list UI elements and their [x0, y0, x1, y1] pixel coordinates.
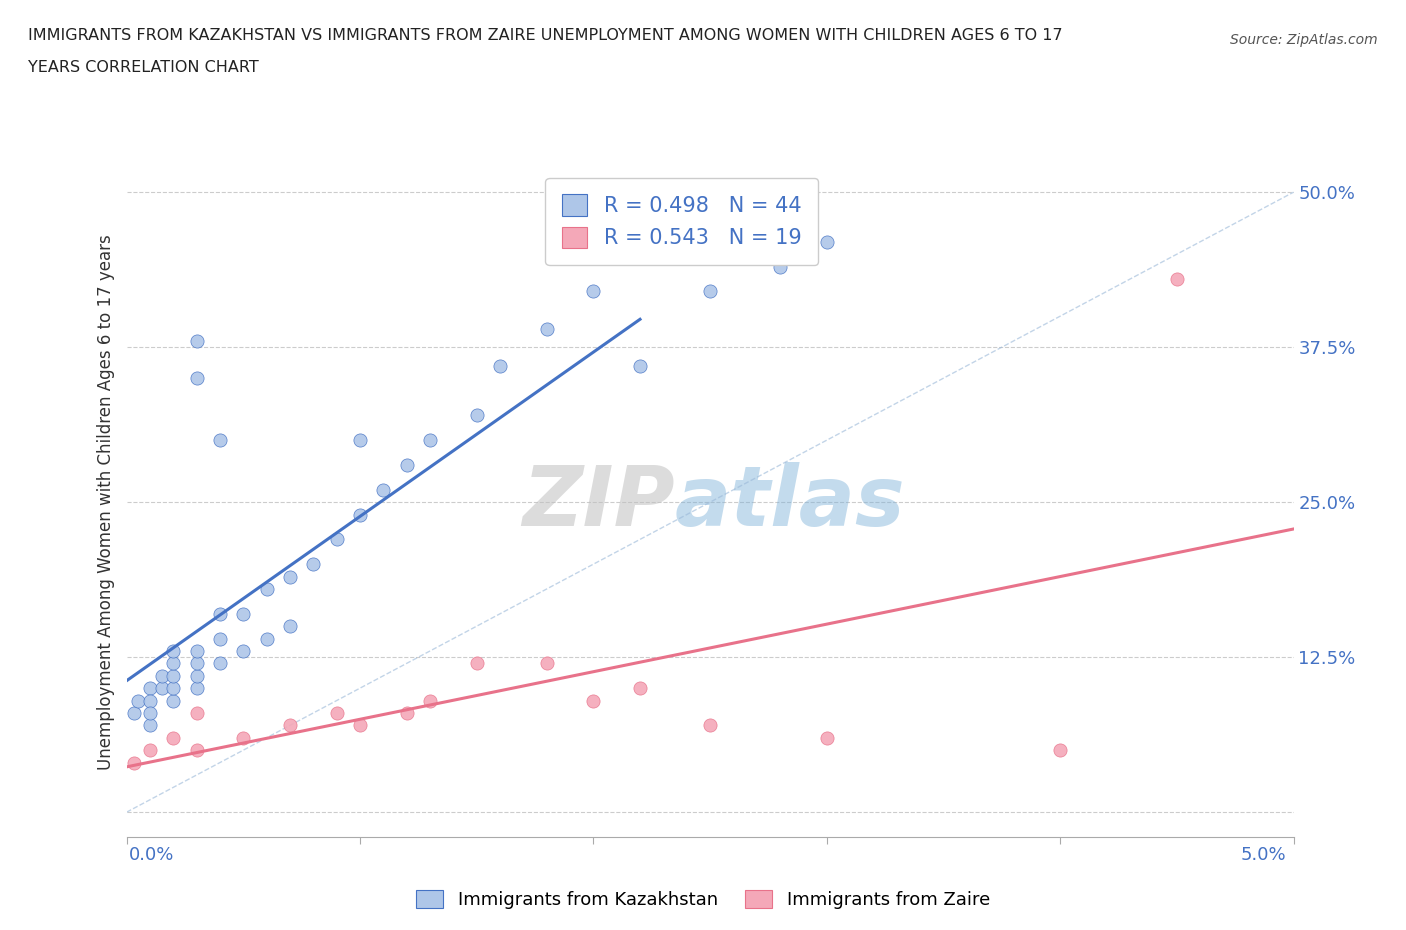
Point	[162, 644, 184, 658]
Point	[628, 358, 651, 373]
Point	[278, 618, 301, 633]
Point	[186, 656, 208, 671]
Point	[186, 334, 208, 349]
Point	[162, 656, 184, 671]
Point	[162, 669, 184, 684]
Text: IMMIGRANTS FROM KAZAKHSTAN VS IMMIGRANTS FROM ZAIRE UNEMPLOYMENT AMONG WOMEN WIT: IMMIGRANTS FROM KAZAKHSTAN VS IMMIGRANTS…	[28, 28, 1063, 43]
Text: 0.0%: 0.0%	[129, 846, 174, 864]
Point	[186, 681, 208, 696]
Point	[139, 706, 162, 721]
Point	[186, 669, 208, 684]
Point	[489, 358, 512, 373]
Point	[419, 693, 441, 708]
Point	[302, 557, 325, 572]
Point	[349, 718, 371, 733]
Point	[349, 507, 371, 522]
Point	[582, 693, 605, 708]
Point	[162, 730, 184, 745]
Point	[536, 321, 558, 336]
Point	[395, 458, 418, 472]
Legend: R = 0.498   N = 44, R = 0.543   N = 19: R = 0.498 N = 44, R = 0.543 N = 19	[546, 178, 818, 265]
Point	[186, 644, 208, 658]
Point	[465, 408, 488, 423]
Point	[815, 234, 838, 249]
Point	[150, 681, 173, 696]
Point	[699, 718, 721, 733]
Point	[256, 581, 278, 596]
Point	[419, 432, 441, 447]
Point	[139, 743, 162, 758]
Point	[373, 483, 395, 498]
Text: ZIP: ZIP	[523, 461, 675, 543]
Point	[186, 743, 208, 758]
Point	[325, 532, 347, 547]
Point	[186, 706, 208, 721]
Point	[186, 371, 208, 386]
Point	[349, 432, 371, 447]
Point	[582, 284, 605, 299]
Point	[395, 706, 418, 721]
Point	[122, 755, 145, 770]
Text: atlas: atlas	[675, 461, 905, 543]
Point	[325, 706, 347, 721]
Point	[208, 432, 231, 447]
Point	[208, 631, 231, 646]
Point	[162, 681, 184, 696]
Point	[122, 706, 145, 721]
Point	[162, 693, 184, 708]
Point	[208, 606, 231, 621]
Point	[150, 669, 173, 684]
Point	[278, 569, 301, 584]
Point	[465, 656, 488, 671]
Legend: Immigrants from Kazakhstan, Immigrants from Zaire: Immigrants from Kazakhstan, Immigrants f…	[409, 883, 997, 916]
Point	[208, 656, 231, 671]
Text: 5.0%: 5.0%	[1241, 846, 1286, 864]
Y-axis label: Unemployment Among Women with Children Ages 6 to 17 years: Unemployment Among Women with Children A…	[97, 234, 115, 770]
Point	[139, 693, 162, 708]
Point	[536, 656, 558, 671]
Point	[256, 631, 278, 646]
Point	[628, 681, 651, 696]
Point	[1049, 743, 1071, 758]
Point	[769, 259, 792, 274]
Point	[232, 730, 254, 745]
Point	[699, 284, 721, 299]
Point	[139, 718, 162, 733]
Point	[1166, 272, 1188, 286]
Point	[139, 681, 162, 696]
Point	[127, 693, 149, 708]
Point	[232, 606, 254, 621]
Text: YEARS CORRELATION CHART: YEARS CORRELATION CHART	[28, 60, 259, 75]
Text: Source: ZipAtlas.com: Source: ZipAtlas.com	[1230, 33, 1378, 46]
Point	[278, 718, 301, 733]
Point	[232, 644, 254, 658]
Point	[815, 730, 838, 745]
